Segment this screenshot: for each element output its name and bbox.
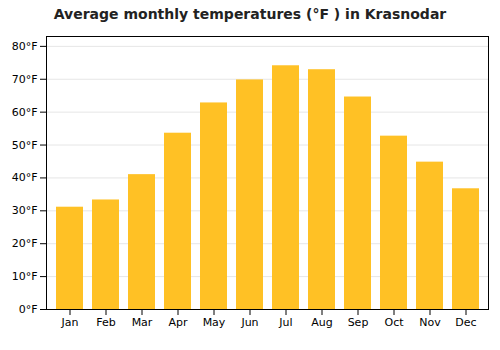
svg-text:Dec: Dec [455,316,476,329]
svg-text:30°F: 30°F [12,204,38,217]
svg-text:20°F: 20°F [12,237,38,250]
svg-text:Aug: Aug [311,316,332,329]
svg-text:Oct: Oct [384,316,404,329]
svg-text:Jan: Jan [61,316,79,329]
svg-text:Sep: Sep [348,316,369,329]
svg-text:40°F: 40°F [12,171,38,184]
svg-text:Apr: Apr [168,316,188,329]
svg-text:May: May [203,316,226,329]
html-text:Average monthly temperatures (: Average monthly temperatures (°F ) in Kr… [53,6,447,22]
svg-text:70°F: 70°F [12,73,38,86]
svg-text:0°F: 0°F [19,303,38,316]
svg-text:Nov: Nov [419,316,441,329]
svg-text:Jun: Jun [240,316,258,329]
svg-text:Mar: Mar [132,316,153,329]
svg-text:80°F: 80°F [12,40,38,53]
svg-text:50°F: 50°F [12,139,38,152]
svg-text:10°F: 10°F [12,270,38,283]
svg-text:Feb: Feb [96,316,115,329]
svg-text:60°F: 60°F [12,106,38,119]
svg-text:Jul: Jul [278,316,292,329]
